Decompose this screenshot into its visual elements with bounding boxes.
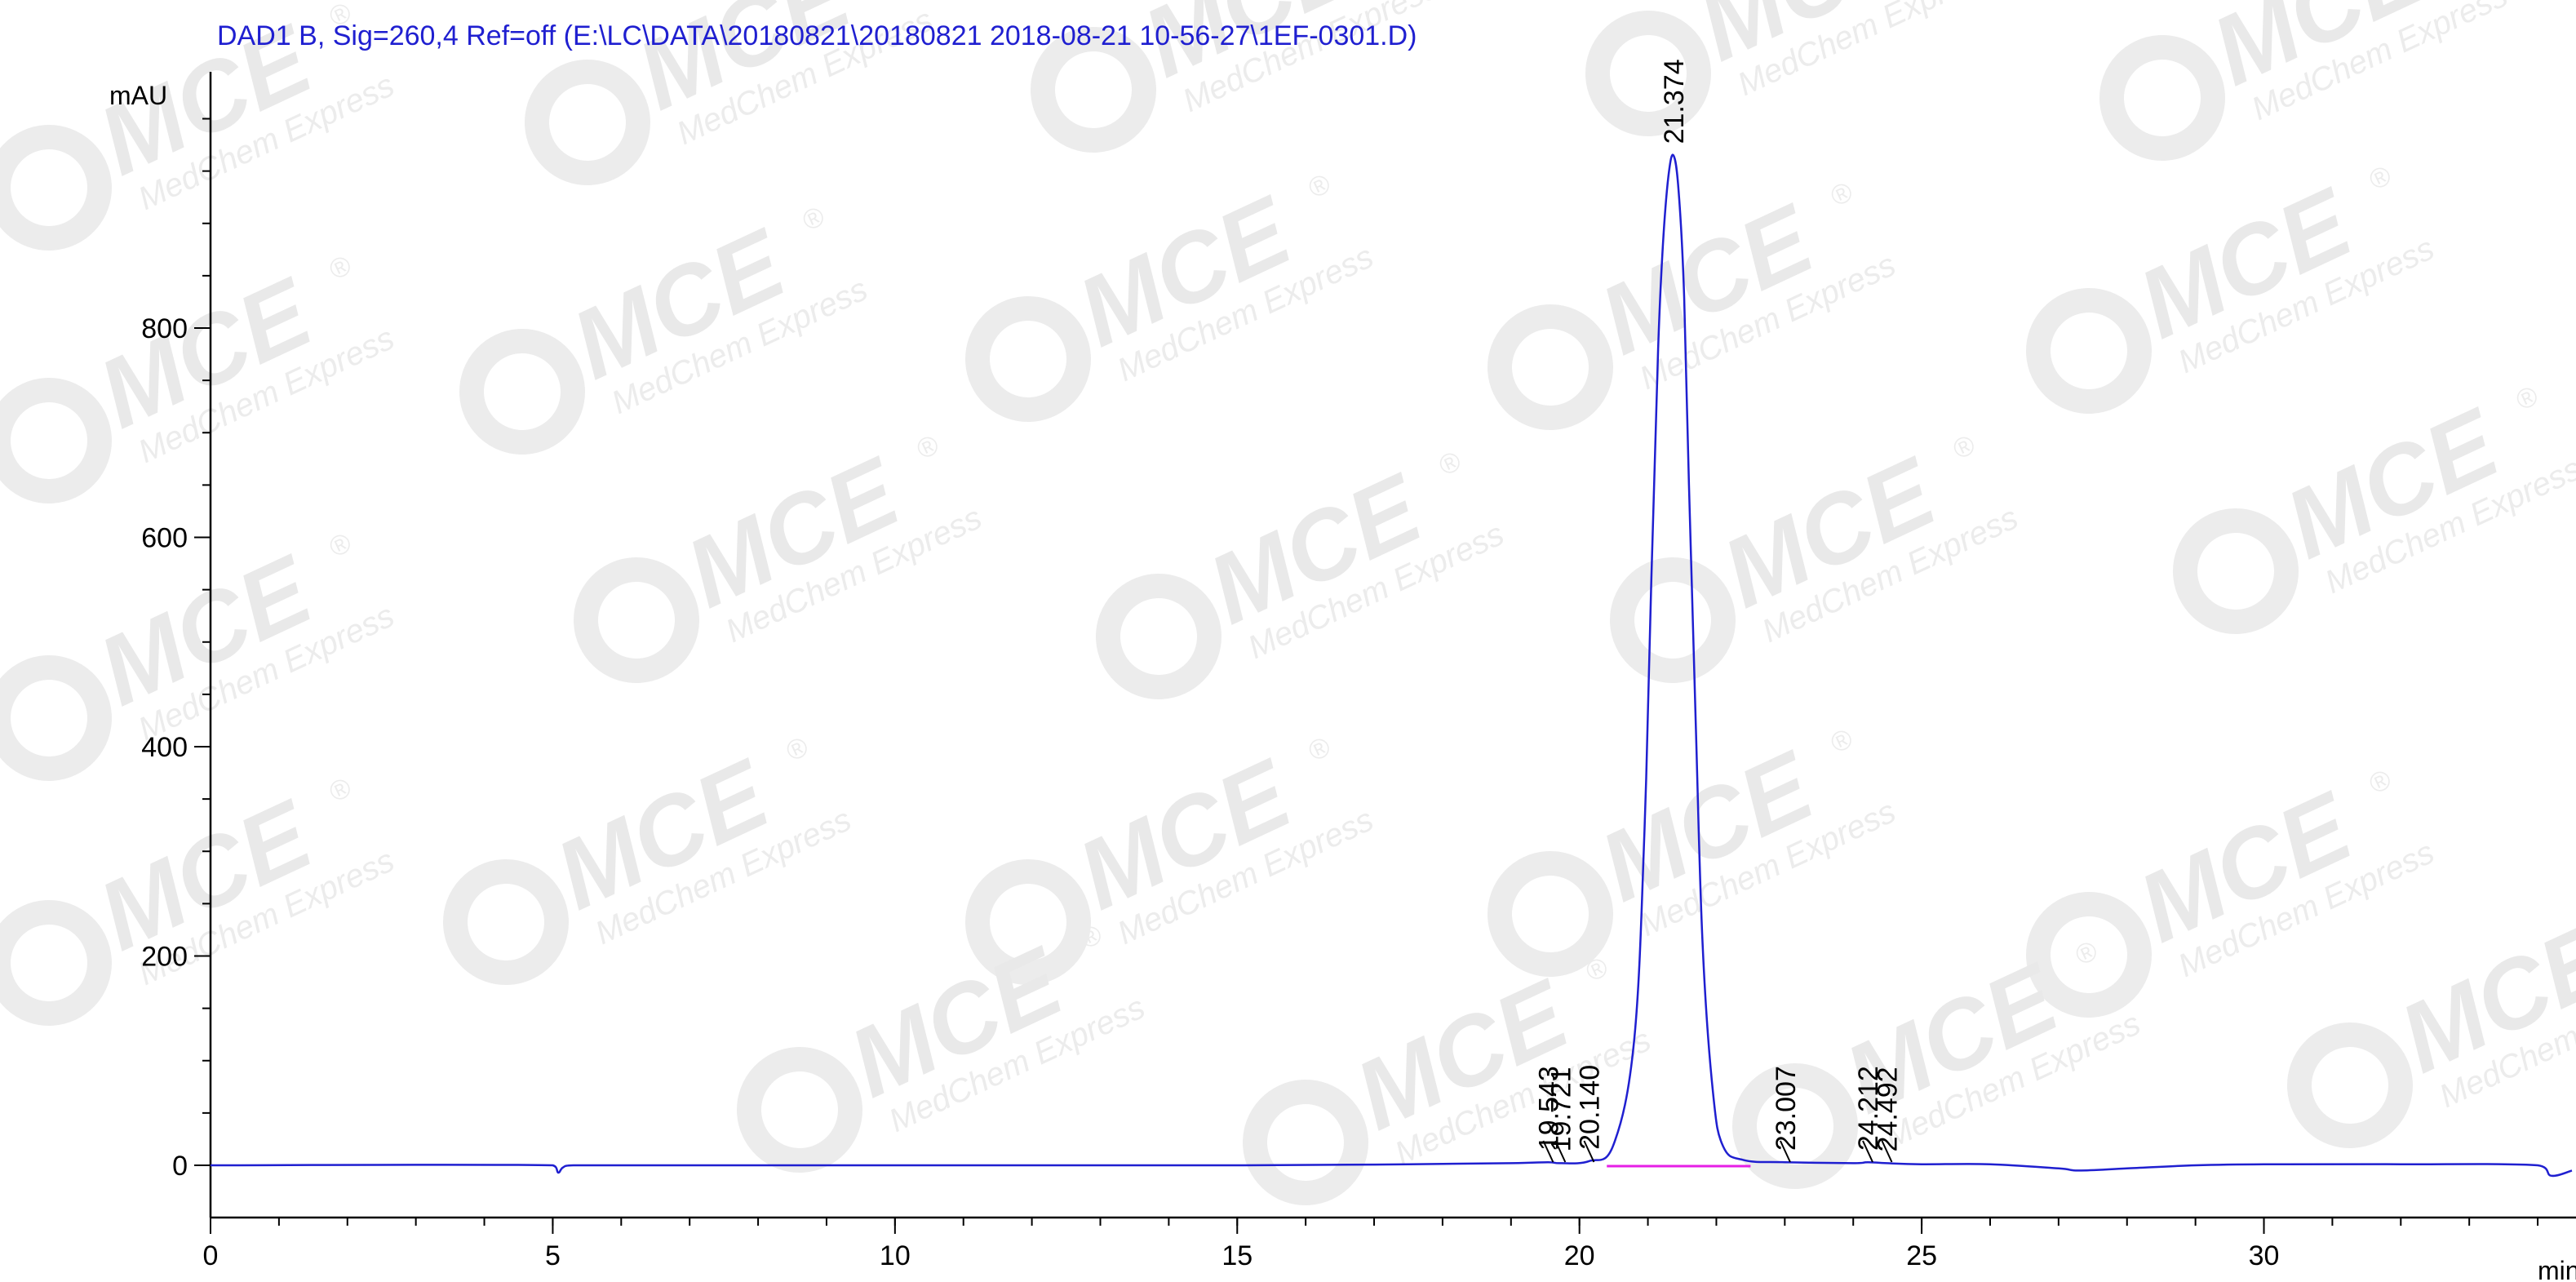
peak-label: 19.721 bbox=[1545, 1067, 1576, 1151]
watermark-registered-mark: ® bbox=[911, 429, 944, 466]
watermark-logo-icon bbox=[1488, 851, 1613, 977]
watermark-registered-mark: ® bbox=[324, 250, 357, 286]
watermark-registered-mark: ® bbox=[2364, 160, 2396, 197]
axes: 0 200 400 600 800 0 5 10 15 20 25 30 bbox=[141, 72, 2576, 1271]
y-tick-label: 400 bbox=[141, 732, 188, 763]
watermark-logo-icon bbox=[0, 655, 112, 781]
watermark-registered-mark: ® bbox=[797, 201, 830, 237]
watermark-logo-icon bbox=[1585, 11, 1711, 136]
watermark-logo-icon bbox=[1488, 304, 1613, 430]
y-tick-label: 600 bbox=[141, 523, 188, 554]
peak-label: 21.374 bbox=[1659, 59, 1690, 144]
watermark-logo-icon bbox=[2287, 1022, 2413, 1148]
watermark-logo-icon bbox=[2026, 288, 2152, 414]
watermark-registered-mark: ® bbox=[1434, 446, 1466, 482]
watermark-logo-icon bbox=[2173, 508, 2299, 634]
peak-marker bbox=[1542, 1140, 1554, 1163]
watermark-registered-mark: ® bbox=[1303, 731, 1336, 768]
watermark-logo-icon bbox=[2099, 35, 2225, 161]
x-tick-label: 20 bbox=[1564, 1240, 1595, 1271]
watermark-logo-icon bbox=[0, 125, 112, 251]
y-axis-unit-label: mAU bbox=[109, 81, 167, 110]
watermark-logo-icon bbox=[574, 557, 699, 683]
peak-label: 23.007 bbox=[1771, 1066, 1802, 1151]
watermark-registered-mark: ® bbox=[2364, 764, 2396, 801]
peak-label: 24.212 bbox=[1853, 1066, 1884, 1151]
watermark-logo-icon bbox=[1610, 557, 1736, 683]
x-tick-label: 10 bbox=[880, 1240, 911, 1271]
peak-marker bbox=[1780, 1140, 1791, 1163]
x-tick-label: 30 bbox=[2249, 1240, 2280, 1271]
chart-title: DAD1 B, Sig=260,4 Ref=off (E:\LC\DATA\20… bbox=[217, 20, 1417, 51]
watermark-registered-mark: ® bbox=[324, 527, 357, 564]
watermark-registered-mark: ® bbox=[1825, 176, 1858, 213]
trace-layer bbox=[210, 153, 2573, 1178]
x-tick-label: 25 bbox=[1906, 1240, 1937, 1271]
chromatogram-trace bbox=[210, 153, 2573, 1178]
peak-marker bbox=[1862, 1140, 1873, 1163]
x-axis-unit-label: min bbox=[2538, 1256, 2576, 1282]
watermark-registered-mark: ® bbox=[1948, 429, 1980, 466]
watermark-registered-mark: ® bbox=[2070, 935, 2103, 972]
x-tick-label: 5 bbox=[545, 1240, 561, 1271]
watermark-logo-icon bbox=[0, 378, 112, 503]
watermark-logo-icon bbox=[2026, 892, 2152, 1018]
peak-marker bbox=[1554, 1140, 1567, 1163]
watermark-logo-icon bbox=[1243, 1080, 1368, 1205]
watermark-registered-mark: ® bbox=[781, 731, 814, 768]
watermark-logo-icon bbox=[1031, 27, 1156, 153]
peak-label: 24.492 bbox=[1872, 1067, 1903, 1151]
watermark-logo-icon bbox=[0, 900, 112, 1026]
peak-marker bbox=[1881, 1140, 1893, 1163]
watermark-registered-mark: ® bbox=[2511, 380, 2543, 417]
y-tick-label: 200 bbox=[141, 942, 188, 973]
peak-label: 19.543 bbox=[1533, 1066, 1564, 1151]
watermark-registered-mark: ® bbox=[1825, 723, 1858, 760]
watermark-logo-icon bbox=[443, 859, 569, 985]
x-tick-label: 15 bbox=[1221, 1240, 1253, 1271]
watermark-logo-icon bbox=[737, 1047, 862, 1173]
watermark-registered-mark: ® bbox=[324, 772, 357, 809]
watermark-logo-icon bbox=[525, 60, 650, 185]
y-tick-label: 0 bbox=[172, 1151, 188, 1182]
y-tick-label: 800 bbox=[141, 313, 188, 344]
watermark-logo-icon bbox=[1732, 1063, 1858, 1189]
x-tick-label: 0 bbox=[203, 1240, 219, 1271]
watermark-logo-icon bbox=[965, 296, 1091, 422]
peak-marker bbox=[1583, 1140, 1595, 1163]
peak-label: 20.140 bbox=[1574, 1065, 1605, 1150]
watermark-registered-mark: ® bbox=[1303, 168, 1336, 205]
watermark-logo-icon bbox=[1096, 574, 1221, 699]
watermark-logo-icon bbox=[965, 859, 1091, 985]
watermark-logo-icon bbox=[459, 329, 585, 455]
